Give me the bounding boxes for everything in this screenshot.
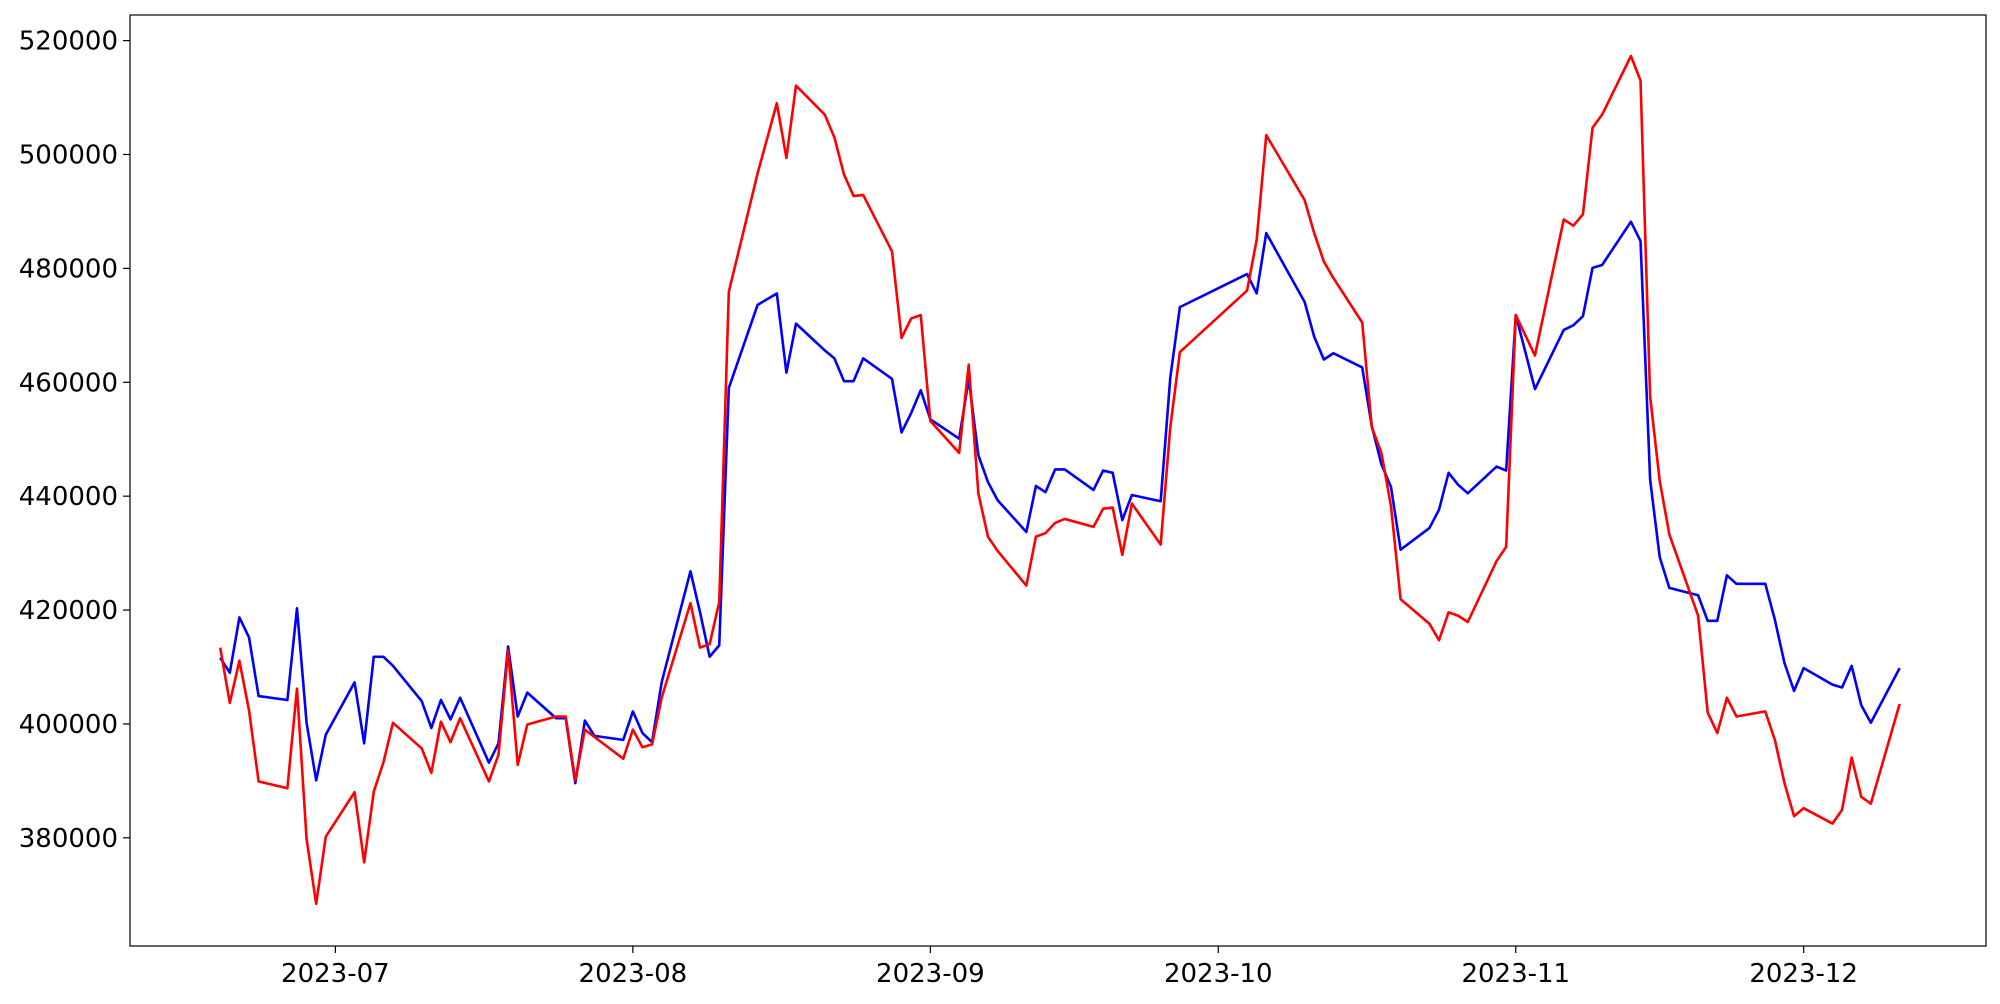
y-tick-label: 400000 [19,710,118,740]
y-tick-label: 500000 [19,141,118,171]
y-tick-label: 520000 [19,27,118,57]
y-tick-label: 440000 [19,482,118,512]
line-series [218,54,1901,906]
plot-frame [129,14,1987,947]
x-tick-label: 2023-12 [1749,959,1858,989]
x-tick-label: 2023-11 [1461,959,1570,989]
line-series [219,220,1901,785]
x-tick-label: 2023-07 [281,959,390,989]
y-tick-label: 420000 [19,596,118,626]
y-tick-label: 480000 [19,254,118,284]
x-tick-label: 2023-08 [579,959,688,989]
x-tick-label: 2023-09 [876,959,985,989]
y-tick-label: 460000 [19,368,118,398]
x-tick-label: 2023-10 [1164,959,1273,989]
y-tick-label: 380000 [19,824,118,854]
